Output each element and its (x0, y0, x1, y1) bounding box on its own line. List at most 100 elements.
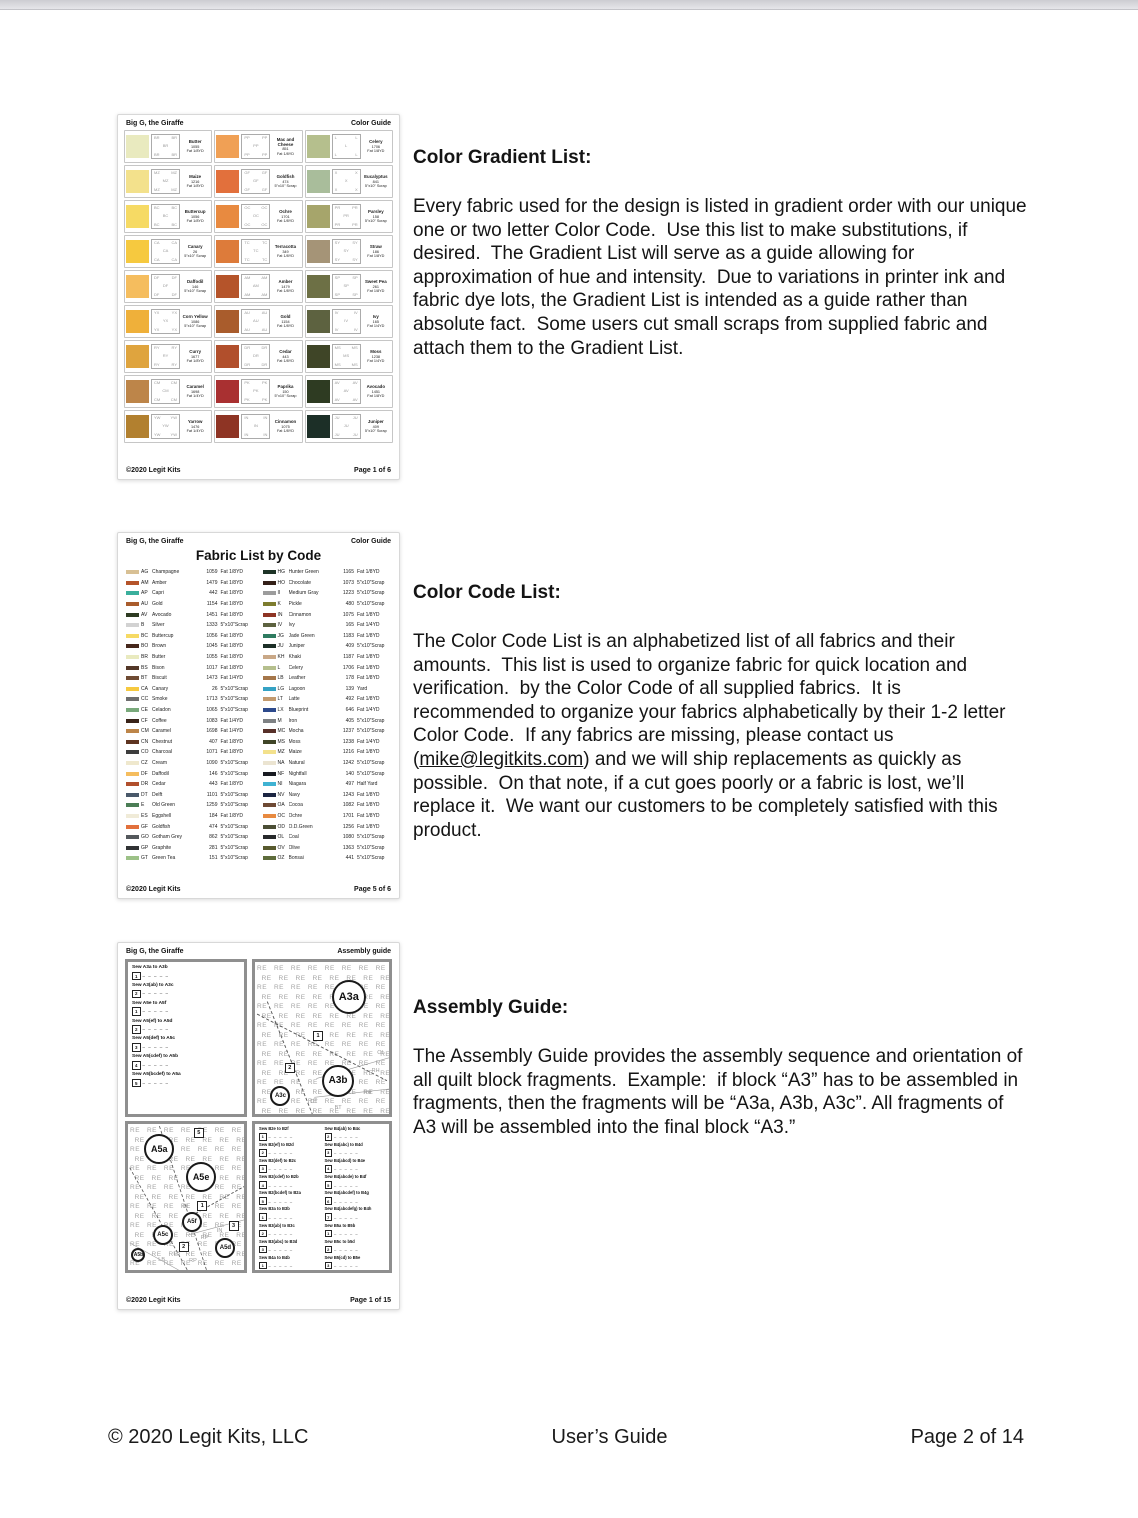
fabric-name: Lagoon (288, 685, 306, 692)
fabric-code: MZ (277, 749, 285, 756)
step-number: 5 (259, 1197, 267, 1205)
fabric-color-swatch (306, 205, 330, 228)
color-code-list-thumbnail[interactable]: Big G, the Giraffe Color Guide Fabric Li… (117, 532, 400, 899)
thumb3-page-number: Page 1 of 15 (350, 1297, 391, 1304)
fabric-number: 1473 (206, 675, 218, 682)
fabric-color-swatch (126, 845, 139, 850)
fabric-code: OZ (277, 855, 285, 862)
fabric-color-swatch (216, 135, 240, 158)
fabric-code-label: RH (363, 1089, 372, 1096)
section2-body-before: The Color Code List is an alphabetized l… (413, 631, 1011, 770)
fabric-row: L Celery 1706 Fat 1/8YD (262, 662, 392, 673)
assembly-step: Sew B2(def) to B2c 3– – – – – (259, 1158, 297, 1173)
fabric-amount: 5"x10"Scrap (357, 759, 385, 766)
fabric-code: CA (141, 685, 148, 692)
fabric-code: GF (141, 823, 148, 830)
fabric-name: Natural (288, 759, 305, 766)
fabric-code: NF (277, 770, 285, 777)
assembly-step: Sew B4(abcde) to B4f 5– – – – – (324, 1174, 367, 1189)
fabric-row: LB Leather 178 Fat 1/8YD (262, 673, 392, 684)
fabric-row: NV Navy 1243 Fat 1/8YD (262, 789, 392, 800)
fabric-color-swatch (262, 782, 276, 787)
fabric-amount: Fat 1/8YD (220, 654, 244, 661)
section2-body: The Color Code List is an alphabetized l… (413, 630, 1027, 842)
section2-heading: Color Code List: (413, 582, 561, 603)
fabric-code: CE (141, 707, 148, 714)
fragment-circle: A3a (331, 979, 366, 1014)
code-box: YW YW YW YW YW (151, 414, 180, 439)
fabric-row: AG Champagne 1059 Fat 1/8YD (126, 567, 255, 578)
color-gradient-list-thumbnail[interactable]: Big G, the Giraffe Color Guide BR BR BR BR B… (117, 114, 400, 480)
fabric-color-swatch (126, 750, 139, 755)
fabric-row: AP Capri 442 Fat 1/8YD (126, 588, 255, 599)
fabric-color-swatch (126, 612, 139, 617)
fabric-row: GO Gotham Grey 862 5"x10"Scrap (126, 832, 255, 843)
swatch-info: Corn Yellow 1086 5"x10" Scrap (182, 314, 208, 329)
fabric-code: OA (277, 802, 285, 809)
sequence-number: 2 (178, 1241, 189, 1252)
fabric-amount: Fat 1/8YD (220, 643, 244, 650)
fabric-amount: Fat 1/8YD (357, 569, 380, 576)
gradient-swatch-card: DF DF DF DF DF Daffodil 146 5"x10" Scrap (124, 270, 213, 303)
fabric-amount: 5"x10"Scrap (357, 770, 385, 777)
fabric-number: 1223 (342, 590, 354, 597)
fabric-name: Bison (152, 664, 165, 671)
fabric-row: BT Biscuit 1473 Fat 1/4YD (126, 673, 255, 684)
fabric-color-swatch (262, 580, 276, 585)
fabric-code: NI (277, 781, 283, 788)
fabric-number: 407 (209, 738, 218, 745)
fabric-code: JG (277, 632, 284, 639)
fabric-code: M (277, 717, 282, 724)
fabric-row: BS Bison 1017 Fat 1/8YD (126, 662, 255, 673)
fabric-name: Delft (152, 791, 163, 798)
assembly-step: Sew B2e to B2f 1– – – – – (259, 1126, 294, 1141)
fabric-name: Capri (152, 590, 164, 597)
assembly-guide-thumbnail[interactable]: Big G, the Giraffe Assembly guide Sew A3… (117, 942, 400, 1310)
fabric-amount: 5"x10"Scrap (220, 707, 248, 714)
fabric-code: CM (141, 728, 149, 735)
fabric-code: IN (277, 611, 283, 618)
fabric-color-swatch (306, 415, 330, 438)
assembly-step: Sew A5e to A5f 1– – – – – (132, 1000, 170, 1016)
gradient-swatch-card: BR BR BR BR BR Butter 1055 Fat 1/8YD (124, 130, 213, 163)
assembly-step: Sew B5c to b5d 2– – – – – (324, 1238, 359, 1254)
fabric-code-label: IN (216, 1227, 223, 1234)
assembly-step: Sew B4(abcdef) to B4g 6– – – – – (324, 1190, 369, 1205)
fabric-name: Latte (288, 696, 300, 703)
fabric-row: MZ Maize 1216 Fat 1/8YD (262, 747, 392, 758)
fabric-color-swatch (216, 380, 240, 403)
fabric-amount: Fat 1/8YD (220, 812, 244, 819)
fabric-number: 1083 (206, 717, 218, 724)
step-number: 3 (324, 1261, 332, 1270)
fabric-row: ES Eggshell 184 Fat 1/8YD (126, 811, 255, 822)
fabric-color-swatch (216, 240, 240, 263)
fabric-row: OD O.D.Green 1256 Fat 1/8YD (262, 821, 392, 832)
fabric-name: Coal (288, 834, 299, 841)
fabric-amount: Fat 1/8YD (220, 632, 244, 639)
email-link[interactable]: mike@legitkits.com (419, 748, 584, 770)
fabric-number: 1154 (206, 601, 218, 608)
fabric-color-swatch (126, 676, 139, 681)
fabric-code-background: RE RE RE RE RE RE RE RE RE RE RE RE RE R… (257, 965, 389, 1114)
fabric-code: MC (277, 728, 286, 735)
fabric-amount: Fat 1/8YD (357, 632, 380, 639)
fabric-row: OV Olive 1363 5"x10"Scrap (262, 842, 392, 853)
fabric-amount: Yard (357, 685, 368, 692)
fabric-code-label: RH (371, 1068, 380, 1075)
code-box: BR BR BR BR BR (151, 134, 180, 159)
fabric-amount: 5"x10"Scrap (220, 759, 248, 766)
fabric-amount: 5"x10"Scrap (357, 834, 385, 841)
fabric-amount: Fat 1/4YD (220, 675, 244, 682)
fabric-name: Caramel (152, 728, 171, 735)
thumb2-doc-title: Color Guide (350, 538, 391, 545)
fabric-number: 1065 (206, 707, 218, 714)
fabric-number: 1479 (206, 579, 218, 586)
fabric-color-swatch (126, 792, 139, 797)
sequence-number: 2 (284, 1063, 295, 1074)
fabric-name: Celadon (152, 707, 171, 714)
fabric-row: CA Canary 26 5"x10"Scrap (126, 684, 255, 695)
fabric-row: CO Charcoal 1071 Fat 1/8YD (126, 747, 255, 758)
fabric-code: OD (277, 823, 286, 830)
